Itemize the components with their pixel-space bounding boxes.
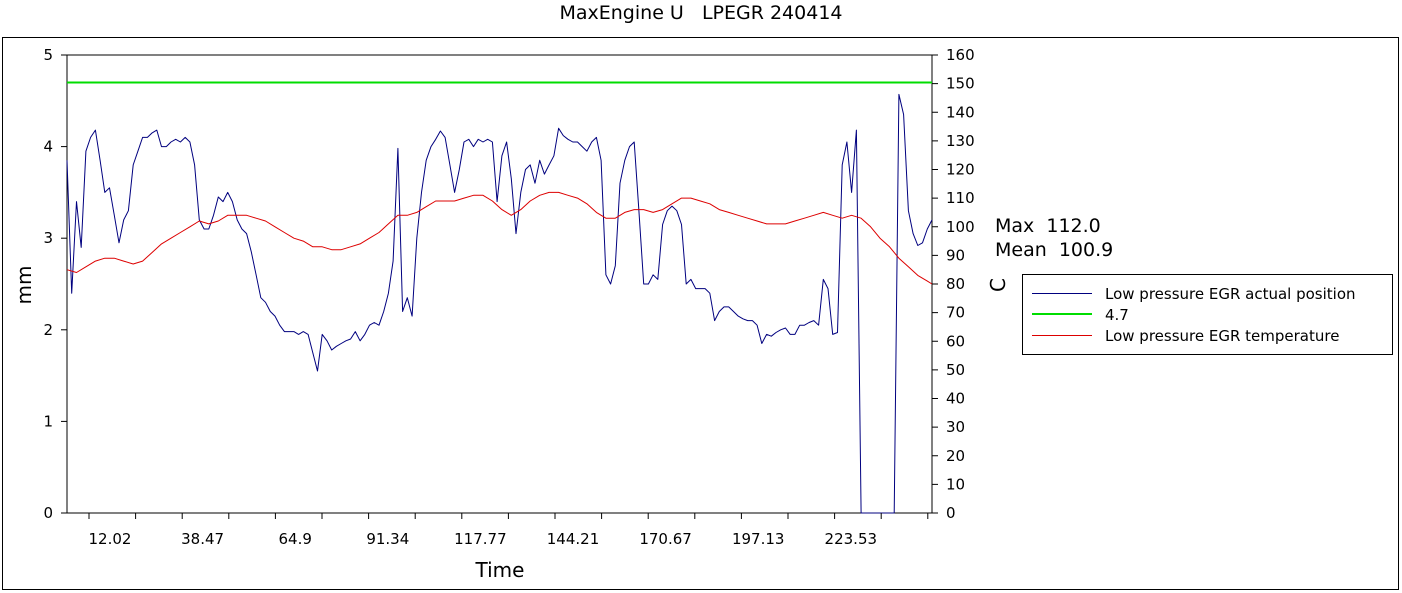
x-tick-label: 117.77 — [454, 530, 507, 548]
y-left-tick-label: 5 — [43, 46, 53, 64]
x-tick-label: 170.67 — [639, 530, 692, 548]
legend-swatch-threshold — [1032, 313, 1092, 315]
chart-legend: Low pressure EGR actual position 4.7 Low… — [1022, 274, 1393, 355]
y-left-tick-label: 4 — [43, 138, 53, 156]
max-statistic: Max 112.0 — [995, 215, 1101, 237]
y-left-tick-label: 1 — [43, 412, 53, 430]
legend-swatch-egr-position — [1032, 293, 1092, 294]
y-left-tick-label: 3 — [43, 229, 53, 247]
y-left-axis-title: mm — [12, 266, 36, 305]
y-right-tick-label: 20 — [946, 447, 965, 465]
y-left-tick-label: 0 — [43, 504, 53, 522]
x-tick-label: 64.9 — [278, 530, 311, 548]
y-right-tick-label: 90 — [946, 246, 965, 264]
legend-item-egr-position: Low pressure EGR actual position — [1023, 283, 1392, 305]
y-right-tick-label: 100 — [946, 218, 975, 236]
y-right-tick-label: 140 — [946, 103, 975, 121]
y-right-tick-label: 0 — [946, 504, 956, 522]
y-right-tick-label: 50 — [946, 361, 965, 379]
series-line-egr-temperature — [66, 191, 933, 285]
chart-frame — [2, 37, 1399, 590]
legend-label-threshold: 4.7 — [1105, 306, 1129, 324]
x-axis-title: Time — [475, 558, 525, 582]
y-right-tick-label: 40 — [946, 390, 965, 408]
y-right-tick-label: 150 — [946, 75, 975, 93]
legend-swatch-egr-temperature — [1032, 335, 1092, 336]
x-tick-label: 38.47 — [181, 530, 224, 548]
x-tick-label: 144.21 — [547, 530, 600, 548]
y-right-tick-label: 160 — [946, 46, 975, 64]
y-right-tick-label: 60 — [946, 332, 965, 350]
y-right-axis-title: C — [986, 278, 1010, 292]
y-left-tick-label: 2 — [43, 321, 53, 339]
y-right-tick-label: 30 — [946, 418, 965, 436]
y-right-tick-label: 120 — [946, 161, 975, 179]
plot-area — [66, 54, 933, 514]
series-line-egr-position — [66, 93, 933, 514]
legend-item-egr-temperature: Low pressure EGR temperature — [1023, 325, 1392, 347]
y-right-tick-label: 10 — [946, 475, 965, 493]
x-tick-label: 197.13 — [732, 530, 785, 548]
chart-title: MaxEngine U LPEGR 240414 — [559, 2, 843, 24]
y-right-tick-label: 110 — [946, 189, 975, 207]
x-tick-label: 223.53 — [825, 530, 878, 548]
x-tick-label: 12.02 — [89, 530, 132, 548]
y-right-tick-label: 130 — [946, 132, 975, 150]
y-right-tick-label: 70 — [946, 304, 965, 322]
y-right-tick-label: 80 — [946, 275, 965, 293]
legend-label-egr-position: Low pressure EGR actual position — [1105, 285, 1356, 303]
mean-statistic: Mean 100.9 — [995, 239, 1114, 261]
legend-item-threshold: 4.7 — [1023, 304, 1392, 326]
x-tick-label: 91.34 — [366, 530, 409, 548]
legend-label-egr-temperature: Low pressure EGR temperature — [1105, 327, 1340, 345]
